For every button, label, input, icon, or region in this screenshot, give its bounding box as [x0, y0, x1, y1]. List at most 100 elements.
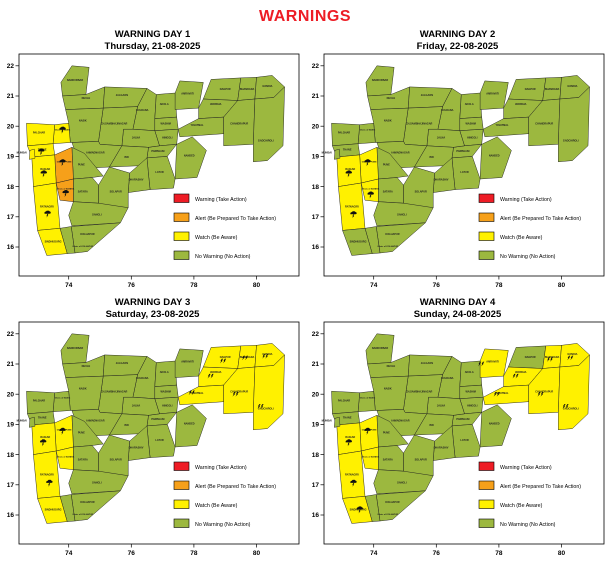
district-label-nanded: NANDED — [488, 154, 499, 157]
lightning-icon — [206, 373, 214, 378]
thunderstorm-icon — [356, 505, 363, 513]
district-label-akola: AKOLA — [464, 371, 473, 374]
district-label-parbhani: PARBHANI — [456, 150, 469, 153]
bolt-left — [256, 403, 261, 409]
x-tick-label: 80 — [557, 550, 565, 557]
legend: Warning (Take Action) Alert (Be Prepared … — [173, 193, 276, 260]
bolt-right — [209, 373, 214, 378]
district-label-parbhani: PARBHANI — [456, 417, 469, 420]
panel-title-date: Thursday, 21-08-2025 — [104, 40, 201, 52]
legend-swatch-warning — [173, 193, 189, 203]
x-tick-label: 78 — [495, 550, 503, 557]
y-tick-label: 22 — [311, 331, 319, 338]
district-label-nanded: NANDED — [183, 154, 194, 157]
district-ghats_nasik — [357, 122, 376, 144]
district-label-ratnagiri: RATNAGIRI — [39, 205, 53, 208]
lightning-icon — [546, 356, 553, 362]
x-tick-label: 78 — [190, 550, 198, 557]
district-nasik — [64, 375, 103, 411]
district-label-dharashiv: DHARASHIV — [433, 178, 448, 181]
district-label-dhule: DHULE — [81, 365, 90, 368]
panel-title-day: WARNING DAY 2 — [419, 29, 496, 40]
district-label-gadchiroli: GADCHIROLI — [562, 407, 578, 410]
legend-label-watch: Watch (Be Aware) — [500, 235, 543, 241]
legend-label-watch: Watch (Be Aware) — [500, 503, 543, 509]
y-tick-label: 18 — [311, 184, 319, 191]
bolt-right — [480, 361, 484, 366]
lightning-icon — [219, 358, 226, 363]
district-label-hingoli: HINGOLI — [162, 404, 173, 407]
district-label-pune: PUNE — [77, 163, 84, 166]
lightning-icon — [566, 355, 573, 360]
storm-bolt — [60, 129, 63, 134]
storm-bolt — [60, 162, 63, 166]
x-tick-label: 74 — [370, 550, 378, 557]
legend-swatch-warning — [173, 461, 189, 471]
legend-swatch-watch — [478, 499, 494, 509]
y-tick-label: 18 — [6, 451, 14, 458]
district-label-chandrapur: CHANDRAPUR — [230, 122, 248, 125]
district-label-akola: AKOLA — [159, 103, 168, 106]
legend-swatch-watch — [173, 231, 189, 241]
storm-cloud — [363, 158, 371, 163]
warning-map-day-3: NANDURBAR DHULE JALGAON BULDANA AKOLA AMRAVAT… — [6, 321, 299, 557]
thunderstorm-icon — [58, 126, 66, 134]
district-ghats_nasik — [52, 390, 71, 412]
district-label-dharashiv: DHARASHIV — [128, 446, 143, 449]
y-tick-label: 19 — [6, 421, 14, 428]
thunderstorm-icon — [363, 427, 371, 435]
district-label-raigad: RAIGAD — [345, 436, 355, 439]
legend-label-warning: Warning (Take Action) — [195, 197, 247, 203]
panel-title-day: WARNING DAY 1 — [114, 29, 191, 40]
y-tick-label: 20 — [6, 123, 14, 130]
storm-bolt — [358, 509, 361, 513]
bolt-left — [219, 358, 223, 363]
lightning-icon — [188, 389, 195, 395]
storm-bolt — [368, 194, 371, 199]
storm-cloud — [366, 191, 374, 195]
y-tick-label: 17 — [311, 214, 319, 221]
lightning-icon — [241, 355, 248, 360]
y-tick-label: 16 — [6, 244, 14, 251]
district-label-solapur: SOLAPUR — [109, 458, 121, 461]
storm-bolt — [63, 193, 66, 197]
district-label-dharashiv: DHARASHIV — [433, 446, 448, 449]
bolt-left — [206, 373, 211, 378]
district-label-raigad: RAIGAD — [345, 168, 355, 171]
district-label-bid: BID — [124, 423, 129, 426]
legend-label-none: No Warning (No Action) — [195, 254, 251, 260]
legend-swatch-alert — [478, 480, 494, 490]
storm-cloud — [345, 170, 352, 174]
district-label-sambhajinagar: CH.SAMBHAJINAGAR — [405, 390, 432, 393]
district-jalna — [426, 396, 465, 416]
warning-panel-day-4: WARNING DAY 4 Sunday, 24-08-2025 NANDURBAR… — [305, 297, 610, 563]
district-label-nandurbar: NANDURBAR — [371, 346, 387, 349]
district-label-palghar: PALGHAR — [32, 131, 44, 134]
storm-bolt — [347, 173, 350, 178]
district-label-palghar: PALGHAR — [337, 399, 349, 402]
storm-bolt — [39, 151, 42, 156]
district-label-chandrapur: CHANDRAPUR — [535, 122, 553, 125]
legend-swatch-alert — [173, 480, 189, 490]
panel-title-date: Saturday, 23-08-2025 — [105, 308, 200, 320]
legend-swatch-alert — [478, 212, 494, 222]
district-jalna — [426, 128, 465, 148]
lightning-icon — [561, 403, 569, 409]
bolt-right — [244, 355, 248, 360]
y-tick-label: 19 — [6, 153, 14, 160]
district-label-kolhapur: KOLHAPUR — [80, 500, 94, 503]
legend-swatch-warning — [478, 461, 494, 471]
district-label-sindhudurg: SINDHUDURG — [349, 240, 366, 243]
panels-grid: WARNING DAY 1 Thursday, 21-08-2025 NANDURB… — [0, 29, 610, 563]
bolt-left — [261, 353, 265, 359]
legend-label-none: No Warning (No Action) — [500, 522, 556, 528]
district-yavatmal — [177, 116, 224, 137]
panel-title-date: Friday, 22-08-2025 — [416, 40, 499, 52]
lightning-icon — [536, 391, 544, 397]
thunderstorm-icon — [40, 170, 47, 178]
district-label-yavatmal: YAVATMAL — [495, 392, 509, 395]
district-mumbai — [333, 148, 340, 160]
storm-cloud — [349, 210, 357, 215]
thunderstorm-icon — [61, 189, 69, 197]
district-label-sangli: SANGLI — [397, 213, 407, 216]
